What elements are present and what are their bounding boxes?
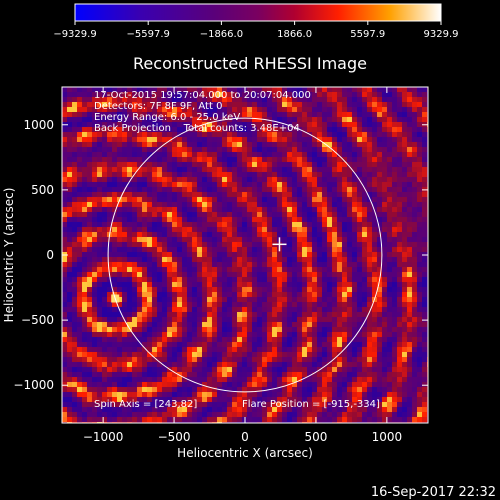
spin-axis-marker — [272, 237, 287, 252]
colorbar-gradient — [74, 3, 442, 22]
x-tick-label: −1000 — [83, 430, 124, 444]
x-tick-label: 500 — [304, 430, 327, 444]
x-axis-label: Heliocentric X (arcsec) — [177, 446, 313, 460]
colorbar-tick-label: −5597.9 — [127, 29, 170, 40]
annotation-block: 17-Oct-2015 19:57:04.000 to 20:07:04.000… — [94, 90, 311, 134]
x-tick-label: 1000 — [372, 430, 403, 444]
annotation-method: Back Projection Total counts: 3.48E+04 — [94, 123, 300, 134]
y-tick-label: −1000 — [13, 378, 54, 392]
x-tick-label: 0 — [241, 430, 249, 444]
axis-ticks: −1000 −500 0 500 1000 −1000 −500 0 500 1000 — [13, 87, 428, 444]
heatmap-image — [62, 87, 428, 423]
colorbar-tick-label: 9329.9 — [424, 29, 459, 40]
colorbar-tick-label: 5597.9 — [350, 29, 385, 40]
annotation-time: 17-Oct-2015 19:57:04.000 to 20:07:04.000 — [94, 90, 311, 101]
x-tick-label: −500 — [158, 430, 191, 444]
annotation-detectors: Detectors: 7F 8F 9F, Att 0 — [94, 101, 222, 112]
footer-date: 16-Sep-2017 22:32 — [371, 485, 496, 500]
y-tick-label: 500 — [31, 183, 54, 197]
y-tick-label: 1000 — [23, 118, 54, 132]
spin-axis-label: Spin Axis = [243,82] — [94, 399, 197, 410]
colorbar-tick-label: −1866.0 — [200, 29, 243, 40]
colorbar: −9329.9 −5597.9 −1866.0 1866.0 5597.9 9329.9 — [53, 3, 459, 40]
solar-limb — [107, 117, 383, 393]
annotation-energy: Energy Range: 6.0 - 25.0 keV — [94, 112, 240, 123]
y-tick-label: −500 — [21, 313, 54, 327]
plot-area: −1000 −500 0 500 1000 −1000 −500 0 500 1000 — [13, 86, 429, 444]
colorbar-tick-label: 1866.0 — [277, 29, 312, 40]
y-tick-label: 0 — [46, 248, 54, 262]
y-axis-label: Heliocentric Y (arcsec) — [2, 188, 16, 323]
flare-position-label: Flare Position = [-915,-334] — [242, 399, 380, 410]
colorbar-tick-label: −9329.9 — [53, 29, 96, 40]
chart-title: Reconstructed RHESSI Image — [133, 54, 367, 73]
